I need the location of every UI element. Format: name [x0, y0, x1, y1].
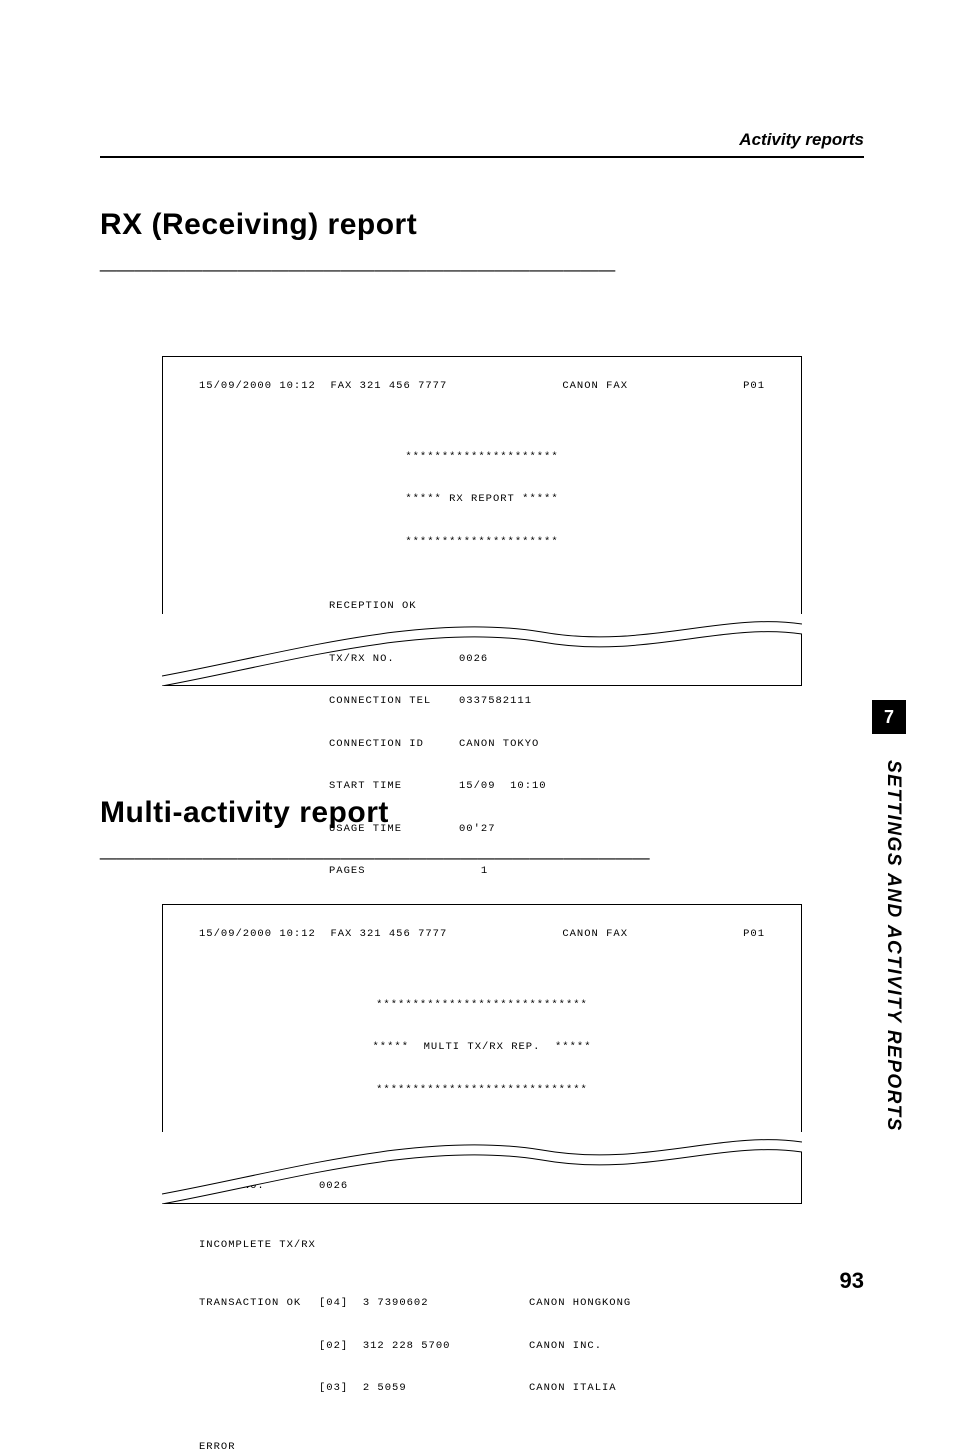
multi-trans-row: [02] 312 228 5700 CANON INC. [199, 1339, 765, 1353]
multi-trans-tel: [02] 312 228 5700 [319, 1339, 529, 1353]
sidebar-label: SETTINGS AND ACTIVITY REPORTS [882, 760, 904, 1132]
rx-field-label: START TIME [329, 779, 459, 793]
multi-transaction-block: TRANSACTION OK [04] 3 7390602 CANON HONG… [199, 1268, 765, 1424]
rx-date-fax: 15/09/2000 10:12 FAX 321 456 7777 [199, 379, 447, 393]
multi-trans-name: CANON HONGKONG [529, 1296, 765, 1310]
multi-banner-mid: ***** MULTI TX/RX REP. ***** [199, 1040, 765, 1054]
rx-field-label: CONNECTION ID [329, 737, 459, 751]
multi-incomplete: INCOMPLETE TX/RX [199, 1238, 765, 1252]
header-rule [100, 156, 864, 158]
multi-banner: ***************************** ***** MULT… [199, 969, 765, 1125]
rx-banner-bot: ********************* [199, 535, 765, 549]
multi-trans-row: TRANSACTION OK [04] 3 7390602 CANON HONG… [199, 1296, 765, 1310]
rx-field-row: PAGES 1 [329, 864, 765, 878]
multi-trans-name: CANON ITALIA [529, 1381, 765, 1395]
multi-page: P01 [743, 927, 765, 941]
torn-edge-icon [162, 614, 802, 686]
rx-field-row: USAGE TIME00'27 [329, 822, 765, 836]
rx-field-value: 15/09 10:10 [459, 779, 547, 793]
multi-device: CANON FAX [562, 927, 628, 941]
rx-field-value: 00'27 [459, 822, 496, 836]
multi-error: ERROR [199, 1440, 765, 1454]
multi-trans-label: TRANSACTION OK [199, 1296, 319, 1310]
rx-banner-top: ********************* [199, 450, 765, 464]
header-section-label: Activity reports [100, 130, 864, 150]
rx-device: CANON FAX [562, 379, 628, 393]
chapter-tab: 7 [872, 700, 906, 734]
torn-edge-icon [162, 1132, 802, 1204]
rx-page: P01 [743, 379, 765, 393]
multi-date-fax: 15/09/2000 10:12 FAX 321 456 7777 [199, 927, 447, 941]
rx-report-title: RX (Receiving) report __________________… [100, 208, 864, 276]
rx-field-value: 0337582111 [459, 694, 532, 708]
rx-field-value: 1 [459, 864, 488, 878]
rx-field-row: CONNECTION TEL0337582111 [329, 694, 765, 708]
rx-field-row: START TIME15/09 10:10 [329, 779, 765, 793]
multi-banner-top: ***************************** [199, 998, 765, 1012]
rx-banner: ********************* ***** RX REPORT **… [199, 421, 765, 577]
multi-report-header: 15/09/2000 10:12 FAX 321 456 7777 CANON … [199, 927, 765, 941]
page-number: 93 [840, 1268, 864, 1294]
rx-field-label: PAGES [329, 864, 459, 878]
multi-trans-row: [03] 2 5059 CANON ITALIA [199, 1381, 765, 1395]
rx-status: RECEPTION OK [199, 599, 765, 613]
rx-field-value: CANON TOKYO [459, 737, 539, 751]
rx-field-label: CONNECTION TEL [329, 694, 459, 708]
rx-banner-mid: ***** RX REPORT ***** [199, 492, 765, 506]
page-container: Activity reports RX (Receiving) report _… [0, 0, 954, 1349]
rx-report-box: 15/09/2000 10:12 FAX 321 456 7777 CANON … [162, 356, 802, 686]
multi-trans-tel: [04] 3 7390602 [319, 1296, 529, 1310]
rx-field-label: USAGE TIME [329, 822, 459, 836]
rx-report-header: 15/09/2000 10:12 FAX 321 456 7777 CANON … [199, 379, 765, 393]
rx-field-row: CONNECTION IDCANON TOKYO [329, 737, 765, 751]
multi-trans-tel: [03] 2 5059 [319, 1381, 529, 1395]
multi-banner-bot: ***************************** [199, 1083, 765, 1097]
multi-trans-name: CANON INC. [529, 1339, 765, 1353]
multi-report-box: 15/09/2000 10:12 FAX 321 456 7777 CANON … [162, 904, 802, 1204]
